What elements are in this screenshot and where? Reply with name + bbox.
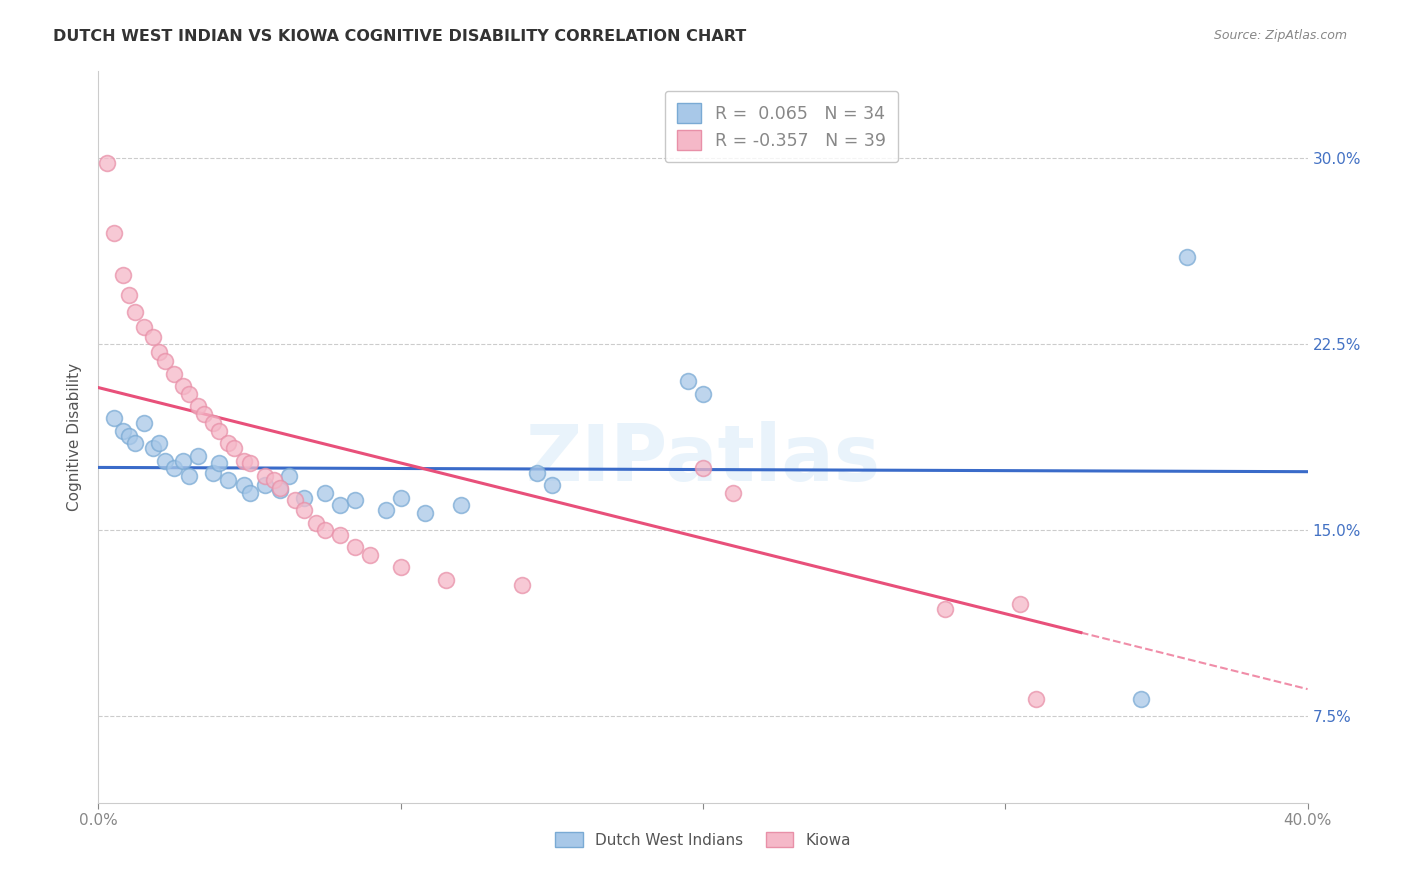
Point xyxy=(187,449,209,463)
Point xyxy=(450,498,472,512)
Point xyxy=(292,491,315,505)
Point xyxy=(179,386,201,401)
Point xyxy=(142,442,165,456)
Point xyxy=(111,268,134,282)
Point xyxy=(153,354,176,368)
Point xyxy=(217,436,239,450)
Point xyxy=(163,367,186,381)
Point xyxy=(510,577,533,591)
Y-axis label: Cognitive Disability: Cognitive Disability xyxy=(67,363,83,511)
Point xyxy=(103,411,125,425)
Point xyxy=(1024,691,1046,706)
Point xyxy=(163,461,186,475)
Point xyxy=(374,503,396,517)
Point xyxy=(202,417,225,431)
Point xyxy=(314,523,336,537)
Point xyxy=(269,483,291,498)
Point xyxy=(148,436,170,450)
Point xyxy=(193,407,215,421)
Point xyxy=(344,541,367,555)
Point xyxy=(239,456,262,470)
Text: DUTCH WEST INDIAN VS KIOWA COGNITIVE DISABILITY CORRELATION CHART: DUTCH WEST INDIAN VS KIOWA COGNITIVE DIS… xyxy=(53,29,747,44)
Point xyxy=(232,453,254,467)
Point xyxy=(277,468,299,483)
Text: ZIPatlas: ZIPatlas xyxy=(526,421,880,497)
Point xyxy=(118,429,141,443)
Point xyxy=(232,478,254,492)
Point xyxy=(360,548,382,562)
Point xyxy=(434,573,457,587)
Point xyxy=(224,442,246,456)
Point xyxy=(111,424,134,438)
Point xyxy=(118,287,141,301)
Point xyxy=(292,503,315,517)
Legend: Dutch West Indians, Kiowa: Dutch West Indians, Kiowa xyxy=(548,825,858,854)
Point xyxy=(1175,250,1198,264)
Point xyxy=(253,478,276,492)
Point xyxy=(142,329,165,343)
Point xyxy=(208,456,231,470)
Point xyxy=(217,474,239,488)
Point xyxy=(187,399,209,413)
Point xyxy=(723,486,745,500)
Point xyxy=(263,474,285,488)
Point xyxy=(329,528,352,542)
Text: Source: ZipAtlas.com: Source: ZipAtlas.com xyxy=(1213,29,1347,42)
Point xyxy=(96,156,118,170)
Point xyxy=(344,493,367,508)
Point xyxy=(172,379,194,393)
Point xyxy=(208,424,231,438)
Point xyxy=(103,226,125,240)
Point xyxy=(239,486,262,500)
Point xyxy=(314,486,336,500)
Point xyxy=(124,305,146,319)
Point xyxy=(132,319,155,334)
Point xyxy=(934,602,956,616)
Point xyxy=(526,466,548,480)
Point xyxy=(305,516,328,530)
Point xyxy=(389,491,412,505)
Point xyxy=(389,560,412,574)
Point xyxy=(676,374,699,388)
Point xyxy=(329,498,352,512)
Point xyxy=(284,493,307,508)
Point xyxy=(202,466,225,480)
Point xyxy=(692,461,714,475)
Point xyxy=(1130,691,1153,706)
Point xyxy=(153,453,176,467)
Point xyxy=(413,506,436,520)
Point xyxy=(172,453,194,467)
Point xyxy=(1010,598,1032,612)
Point xyxy=(132,417,155,431)
Point xyxy=(269,481,291,495)
Point xyxy=(692,386,714,401)
Point xyxy=(540,478,562,492)
Point xyxy=(148,344,170,359)
Point xyxy=(124,436,146,450)
Point xyxy=(179,468,201,483)
Point xyxy=(253,468,276,483)
